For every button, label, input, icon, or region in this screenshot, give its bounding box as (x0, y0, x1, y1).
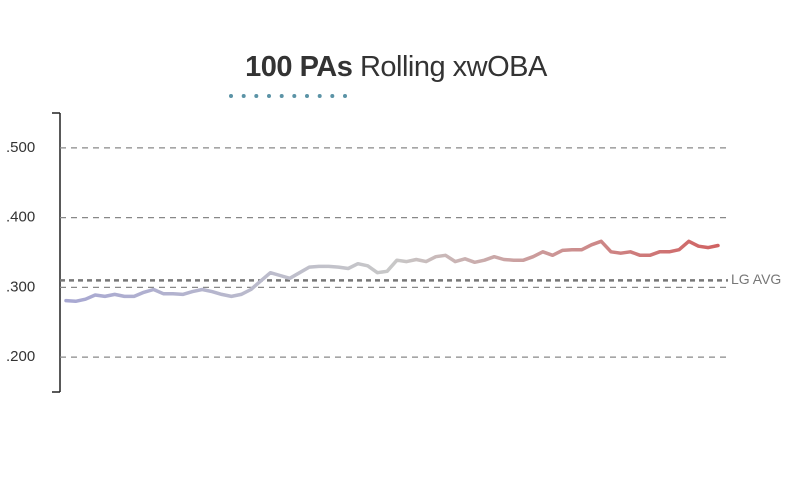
chart-title: 100 PAs Rolling xwOBA (245, 51, 548, 83)
title-underline-dots (229, 94, 347, 98)
y-tick-label: .500 (6, 139, 35, 156)
title-emphasis: 100 PAs (245, 51, 352, 83)
y-tick-label: .200 (6, 348, 35, 365)
y-axis (52, 112, 61, 393)
league-average-label: LG AVG (731, 271, 781, 287)
title-text: Rolling xwOBA (360, 51, 548, 83)
y-tick-label: .300 (6, 278, 35, 295)
y-tick-label: .400 (6, 209, 35, 226)
xwoba-line (64, 239, 720, 304)
